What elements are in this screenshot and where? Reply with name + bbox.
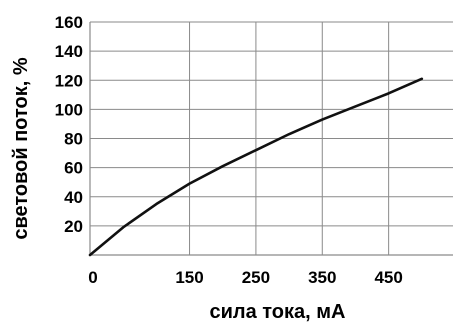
x-tick-label: 350	[308, 268, 336, 287]
y-axis-title: световой поток, %	[10, 57, 32, 240]
y-tick-label: 100	[55, 100, 83, 119]
x-tick-labels: 0 150 250 350 450	[88, 268, 403, 287]
y-tick-label: 20	[64, 217, 83, 236]
series	[88, 77, 424, 257]
y-tick-label: 160	[55, 13, 83, 32]
x-tick-label: 450	[374, 268, 402, 287]
x-axis-title: сила тока, мА	[209, 301, 345, 323]
y-tick-label: 40	[64, 188, 83, 207]
y-tick-label: 120	[55, 71, 83, 90]
x-tick-label: 0	[88, 268, 97, 287]
y-tick-label: 80	[64, 130, 83, 149]
series-line-0	[88, 77, 424, 257]
y-tick-label: 140	[55, 42, 83, 61]
x-tick-label: 250	[242, 268, 270, 287]
x-tick-label: 150	[175, 268, 203, 287]
axes	[89, 22, 453, 256]
y-tick-label: 60	[64, 159, 83, 178]
grid	[90, 21, 453, 255]
y-tick-labels: 20 40 60 80 100 120 140 160	[55, 13, 83, 236]
